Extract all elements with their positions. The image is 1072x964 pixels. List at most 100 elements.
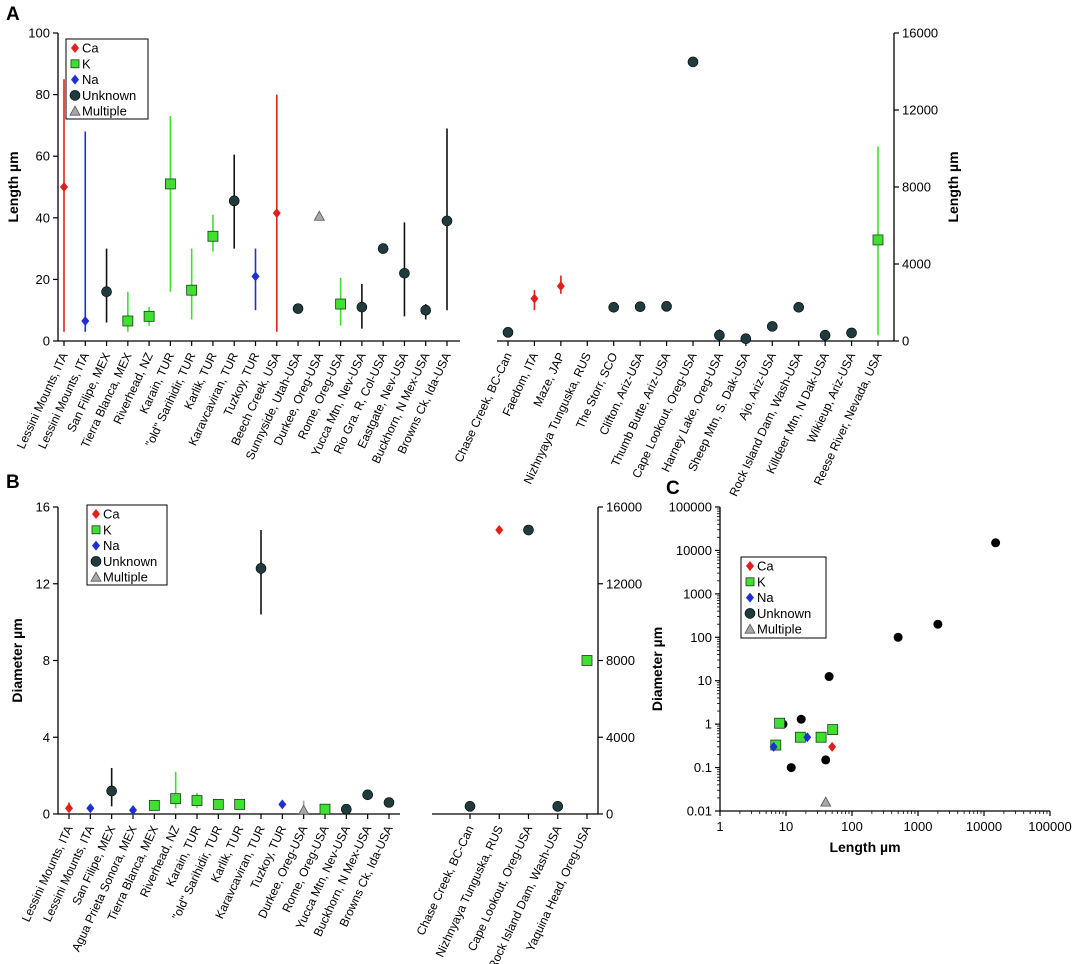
data-point	[212, 799, 224, 810]
data-point	[872, 234, 884, 246]
data-point	[106, 785, 117, 797]
legend-entry-unknown: Unknown	[82, 88, 136, 103]
data-point	[60, 182, 68, 192]
data-point	[827, 724, 839, 735]
y-axis-label: Length µm	[945, 151, 961, 222]
y-tick-label: 16	[36, 500, 50, 515]
data-point	[297, 804, 310, 815]
y-tick-label: 1	[705, 717, 712, 732]
data-point	[766, 321, 778, 332]
data-point	[740, 333, 752, 344]
data-point	[502, 327, 514, 338]
legend-marker	[90, 556, 102, 567]
legend-marker	[745, 577, 755, 587]
data-point	[687, 56, 699, 68]
data-point	[383, 797, 395, 808]
legend-entry-ca: Ca	[103, 507, 120, 522]
y-tick-label: 0	[606, 807, 613, 822]
data-point	[377, 243, 389, 254]
legend-entry-na: Na	[82, 72, 99, 87]
y-tick-label: 16000	[606, 500, 642, 515]
data-point	[148, 799, 160, 811]
data-point	[164, 178, 176, 190]
legend-marker	[92, 509, 100, 519]
y-tick-label: 10000	[676, 543, 712, 558]
data-point	[769, 741, 778, 752]
legend-marker	[71, 43, 79, 53]
y-tick-label: 10	[698, 673, 712, 688]
panel-label-b: B	[6, 472, 20, 493]
legend-entry-k: K	[103, 522, 112, 537]
y-tick-label: 100	[690, 630, 712, 645]
legend-entry-k: K	[757, 574, 766, 589]
legend-entry-ca: Ca	[757, 559, 774, 574]
data-point	[420, 304, 432, 316]
data-point	[821, 755, 831, 765]
data-point	[101, 286, 112, 298]
legend-box	[86, 504, 168, 586]
y-tick-label: 8000	[606, 653, 635, 668]
legend-marker	[746, 561, 754, 571]
data-point	[399, 267, 410, 279]
data-point	[191, 795, 203, 806]
y-tick-label: 0.1	[694, 760, 712, 775]
y-tick-label: 0	[43, 334, 50, 349]
data-point	[441, 215, 453, 227]
legend-marker	[69, 90, 81, 101]
data-point	[228, 195, 240, 207]
x-tick-label: 1	[716, 819, 723, 834]
y-tick-label: 0	[902, 334, 909, 349]
y-axis-label: Diameter µm	[649, 627, 665, 711]
y-tick-label: 4	[43, 730, 50, 745]
data-point	[556, 281, 565, 292]
data-point	[581, 655, 593, 666]
y-tick-label: 16000	[902, 26, 938, 41]
x-tick-label: 100	[841, 819, 863, 834]
legend-entry-multiple: Multiple	[82, 104, 127, 119]
y-tick-label: 1000	[683, 586, 712, 601]
data-point	[255, 563, 267, 574]
data-point	[893, 632, 903, 642]
x-tick-label: 10	[779, 819, 793, 834]
data-point	[122, 315, 134, 327]
data-point	[65, 803, 73, 814]
data-point	[464, 801, 476, 812]
legend-entry-ca: Ca	[82, 41, 99, 56]
data-point	[356, 301, 368, 313]
data-point	[774, 717, 786, 729]
data-point	[634, 301, 646, 313]
data-point	[552, 801, 564, 812]
panel-c-chart: 1 10 100 1000 10000 100000 0.01 0.1 1 10 100 1000 10…	[649, 500, 1072, 856]
x-tick-label: 1000	[904, 819, 933, 834]
data-point	[846, 327, 857, 339]
data-point	[991, 538, 1001, 548]
legend-marker	[746, 592, 754, 603]
data-point	[523, 524, 534, 536]
y-tick-label: 8	[43, 653, 50, 668]
x-tick-label: 10000	[966, 819, 1002, 834]
data-point	[819, 329, 831, 341]
x-axis-label: Length µm	[829, 839, 900, 855]
legend-marker	[744, 608, 756, 619]
legend-entry-unknown: Unknown	[757, 606, 811, 621]
y-tick-label: 20	[36, 272, 50, 287]
y-tick-label: 0.01	[687, 804, 712, 819]
data-point	[362, 789, 373, 801]
data-point	[803, 732, 812, 743]
data-point	[933, 619, 943, 629]
y-tick-label: 60	[36, 149, 50, 164]
y-tick-label: 40	[36, 210, 50, 225]
data-point	[495, 525, 504, 536]
data-point	[81, 315, 90, 326]
legend-entry-multiple: Multiple	[103, 570, 148, 585]
data-point	[251, 271, 260, 282]
y-tick-label: 80	[36, 87, 50, 102]
data-point	[129, 805, 137, 816]
legend-marker	[71, 74, 79, 85]
legend-entry-na: Na	[757, 590, 774, 605]
